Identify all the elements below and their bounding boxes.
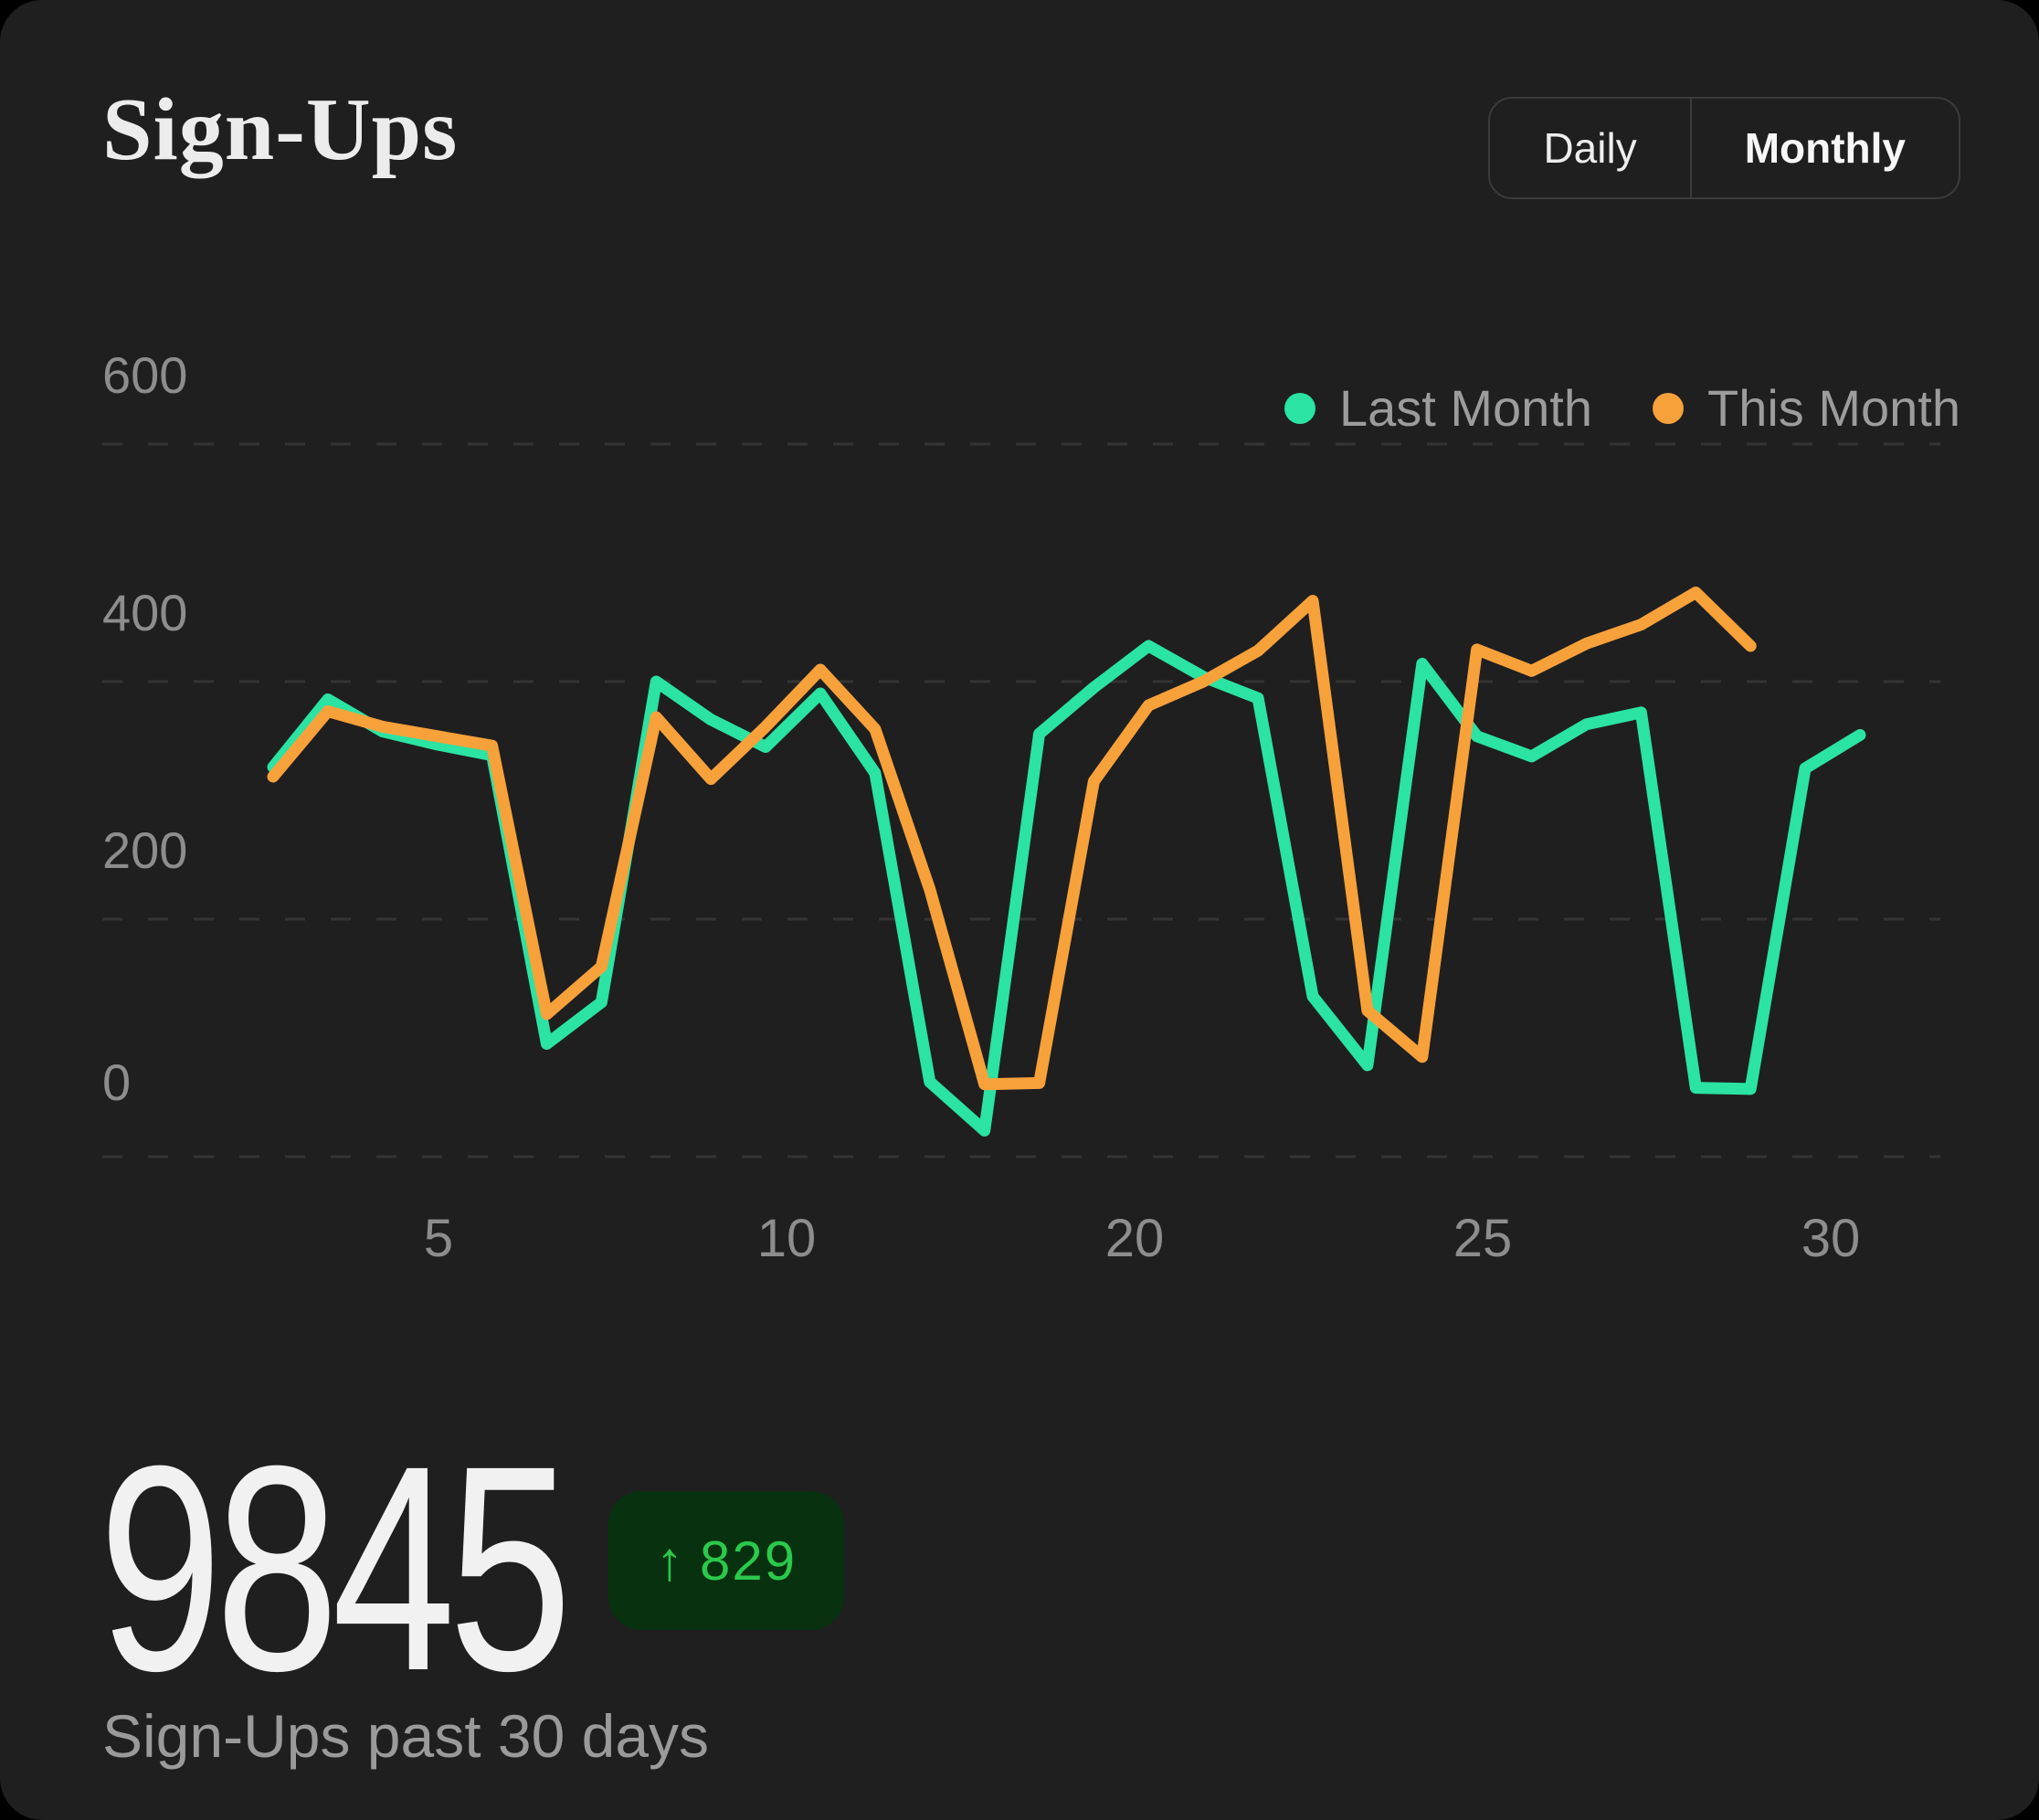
y-axis-label-200: 200 bbox=[102, 821, 188, 879]
toggle-divider bbox=[1689, 99, 1692, 197]
toggle-option-monthly[interactable]: Monthly bbox=[1744, 124, 1906, 172]
delta-value: 829 bbox=[700, 1529, 798, 1592]
line-last-month bbox=[267, 640, 1866, 1137]
x-axis-label-25: 25 bbox=[1453, 1209, 1513, 1268]
page-title: Sign-Ups bbox=[102, 80, 459, 179]
period-toggle: Daily Monthly bbox=[1488, 97, 1960, 199]
this-month-dot-icon bbox=[1653, 392, 1684, 424]
last-month-dot-icon bbox=[1284, 392, 1315, 424]
y-axis-label-600: 600 bbox=[102, 346, 188, 404]
legend-item-this-month[interactable]: This Month bbox=[1653, 378, 1960, 438]
legend-item-last-month[interactable]: Last Month bbox=[1284, 378, 1592, 438]
signups-total-value: 9845 bbox=[99, 1404, 572, 1731]
chart-legend: Last Month This Month bbox=[1284, 378, 1960, 438]
line-this-month bbox=[267, 587, 1757, 1091]
arrow-up-icon: ↑ bbox=[656, 1529, 683, 1592]
y-axis-label-0: 0 bbox=[102, 1053, 132, 1111]
legend-label-this-month: This Month bbox=[1707, 379, 1960, 437]
x-axis-label-10: 10 bbox=[756, 1209, 817, 1268]
x-axis-label-20: 20 bbox=[1104, 1209, 1165, 1268]
x-axis-label-30: 30 bbox=[1801, 1209, 1861, 1268]
chart-caption: Sign-Ups past 30 days bbox=[102, 1702, 710, 1770]
delta-badge: ↑ 829 bbox=[608, 1491, 845, 1630]
y-axis-label-400: 400 bbox=[102, 584, 188, 641]
legend-label-last-month: Last Month bbox=[1338, 379, 1592, 437]
x-axis-label-5: 5 bbox=[423, 1209, 454, 1268]
toggle-option-daily[interactable]: Daily bbox=[1543, 124, 1637, 172]
